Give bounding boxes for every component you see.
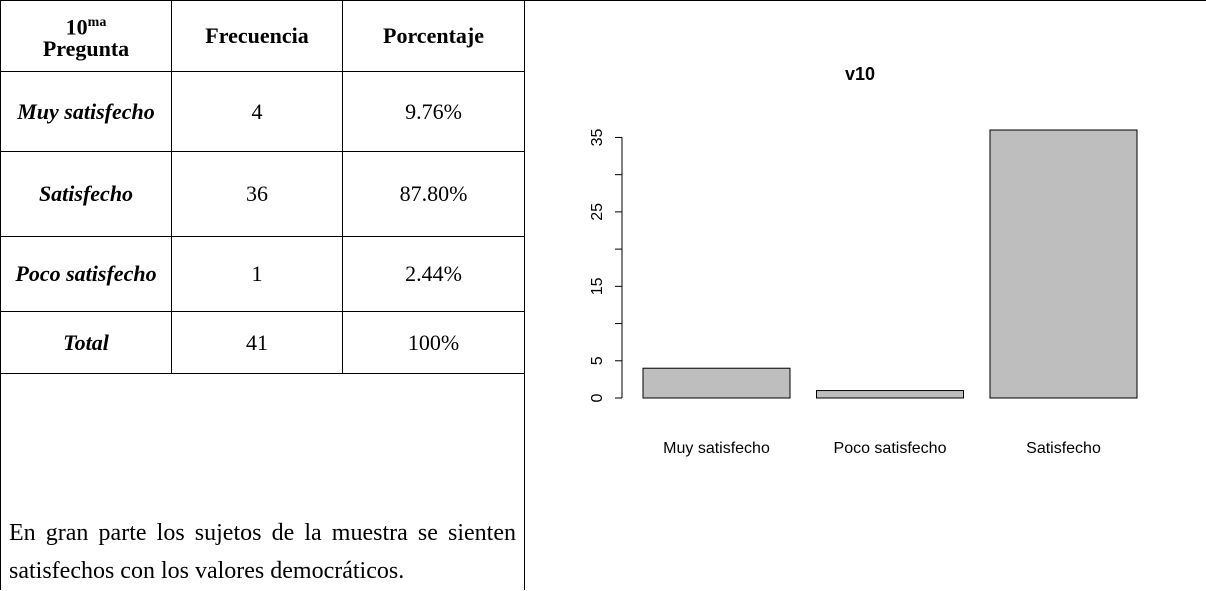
x-tick-label: Satisfecho: [1026, 440, 1101, 457]
cell: 87.80%: [342, 151, 525, 237]
y-tick-label: 5: [589, 356, 606, 365]
row-label: Total: [0, 311, 172, 374]
bar: [642, 367, 791, 399]
y-tick-label: 25: [589, 203, 606, 221]
chart: v10 0 5 15 25 35 Muy satisfecho Poco satisfech…: [589, 64, 1138, 457]
header-text: Pregunta: [42, 36, 130, 62]
x-tick-label: Poco satisfecho: [834, 440, 947, 457]
x-tick-label: Muy satisfecho: [663, 440, 770, 457]
bar: [816, 390, 964, 399]
rule: [0, 0, 1206, 1]
header-sup: ma: [87, 14, 107, 30]
cell: 100%: [342, 311, 525, 374]
bar: [989, 129, 1138, 399]
header-text: 10: [65, 14, 88, 40]
cell: 9.76%: [342, 71, 525, 152]
table: 10ma Pregunta Frecuencia Porcentaje Muy s…: [0, 0, 525, 590]
y-tick-label: 35: [589, 128, 606, 146]
y-tick-label: 15: [589, 277, 606, 295]
chart-title: v10: [845, 64, 875, 84]
cell: 41: [171, 311, 343, 374]
cell: 2.44%: [342, 236, 525, 312]
row-label: Satisfecho: [0, 151, 172, 237]
header-cell: Porcentaje: [342, 0, 525, 72]
cell: 4: [171, 71, 343, 152]
header-cell: Frecuencia: [171, 0, 343, 72]
row-label: Muy satisfecho: [0, 71, 172, 152]
cell: 36: [171, 151, 343, 237]
paragraph: En gran parte los sujetos de la muestra …: [0, 373, 525, 590]
header-cell: 10ma Pregunta: [0, 0, 172, 72]
row-label: Poco satisfecho: [0, 236, 172, 312]
y-tick-label: 0: [589, 393, 606, 402]
cell: 1: [171, 236, 343, 312]
